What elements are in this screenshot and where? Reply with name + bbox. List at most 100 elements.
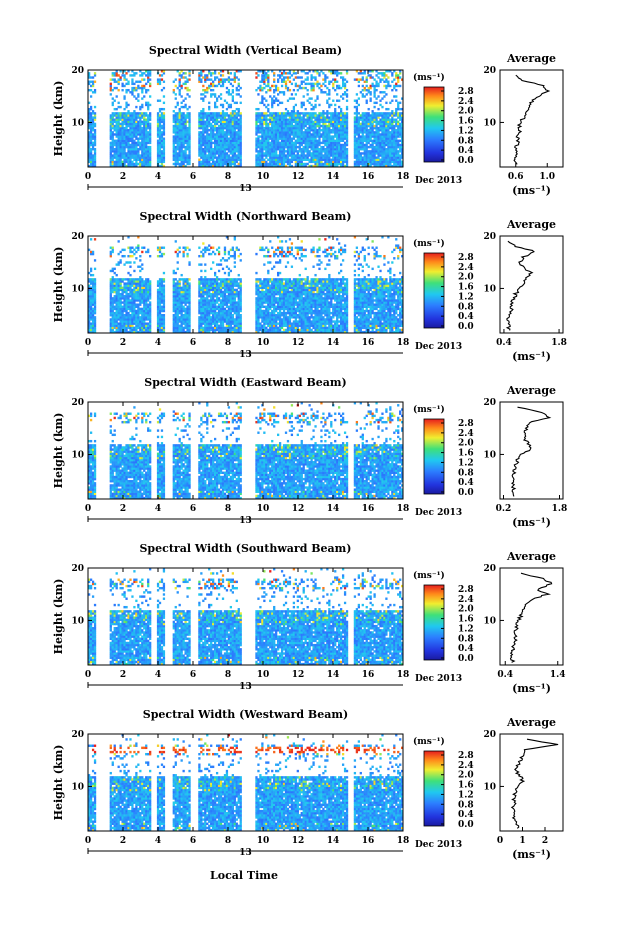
- heatmap-cell: [93, 158, 97, 161]
- heatmap-cell: [123, 248, 126, 252]
- heatmap-cell: [379, 112, 382, 115]
- heatmap-cell: [343, 145, 347, 149]
- heatmap-cell: [88, 316, 91, 319]
- heatmap-cell: [371, 129, 374, 132]
- heatmap-cell: [137, 265, 140, 268]
- heatmap-cell: [373, 78, 376, 81]
- heatmap-cell: [156, 284, 160, 287]
- heatmap-cell: [383, 164, 386, 168]
- heatmap-cell: [160, 284, 164, 287]
- heatmap-cell: [123, 78, 126, 81]
- heatmap-cell: [180, 76, 183, 79]
- heatmap-cell: [278, 70, 282, 73]
- heatmap-cell: [91, 326, 95, 330]
- heatmap-cell: [282, 129, 286, 132]
- heatmap-cell: [141, 139, 144, 142]
- heatmap-cell: [129, 320, 132, 323]
- heatmap-cell: [176, 112, 179, 115]
- heatmap-cell: [363, 122, 366, 126]
- heatmap-cell: [302, 148, 305, 151]
- profile-x-label: (ms⁻¹): [512, 184, 551, 197]
- heatmap-cell: [219, 129, 223, 132]
- heatmap-cell: [280, 152, 284, 155]
- heatmap-cell: [269, 158, 272, 161]
- heatmap-cell: [143, 290, 146, 294]
- heatmap-cell: [147, 76, 150, 79]
- heatmap-cell: [221, 162, 225, 166]
- heatmap-cell: [277, 114, 280, 117]
- heatmap-cell: [379, 135, 382, 138]
- heatmap-cell: [123, 122, 126, 126]
- heatmap-cell: [381, 158, 384, 161]
- heatmap-cell: [135, 126, 138, 130]
- heatmap-cell: [88, 324, 91, 327]
- heatmap-cell: [158, 114, 162, 117]
- heatmap-cell: [304, 148, 307, 151]
- heatmap-cell: [294, 126, 297, 130]
- heatmap-cell: [308, 150, 311, 153]
- heatmap-cell: [158, 301, 162, 304]
- heatmap-cell: [395, 88, 398, 92]
- heatmap-cell: [296, 133, 299, 136]
- heatmap-cell: [180, 133, 183, 136]
- heatmap-cell: [312, 126, 315, 130]
- heatmap-cell: [139, 307, 142, 311]
- heatmap-cell: [286, 158, 290, 161]
- heatmap-cell: [109, 303, 112, 306]
- heatmap-cell: [214, 164, 217, 168]
- heatmap-cell: [206, 78, 209, 81]
- heatmap-cell: [381, 97, 384, 100]
- heatmap-cell: [121, 137, 124, 140]
- heatmap-cell: [288, 118, 292, 121]
- heatmap-cell: [365, 114, 368, 117]
- heatmap-cell: [373, 93, 376, 96]
- heatmap-cell: [143, 137, 146, 140]
- heatmap-cell: [284, 124, 288, 128]
- heatmap-cell: [174, 318, 177, 321]
- heatmap-cell: [326, 139, 329, 142]
- heatmap-cell: [172, 116, 175, 119]
- heatmap-cell: [324, 160, 327, 164]
- heatmap-cell: [147, 78, 150, 81]
- heatmap-cell: [202, 124, 205, 128]
- heatmap-cell: [139, 137, 142, 140]
- heatmap-cell: [214, 135, 217, 138]
- heatmap-cell: [367, 116, 370, 119]
- heatmap-cell: [160, 301, 164, 304]
- heatmap-cell: [145, 152, 148, 155]
- heatmap-cell: [239, 112, 242, 115]
- heatmap-cell: [375, 131, 378, 134]
- heatmap-cell: [88, 112, 91, 115]
- heatmap-cell: [125, 305, 128, 308]
- heatmap-cell: [345, 137, 349, 140]
- heatmap-cell: [123, 137, 126, 140]
- heatmap-cell: [261, 114, 264, 117]
- heatmap-cell: [131, 124, 134, 128]
- heatmap-cell: [316, 80, 319, 83]
- heatmap-cell: [178, 72, 181, 75]
- heatmap-cell: [141, 324, 144, 327]
- heatmap-cell: [186, 141, 189, 145]
- heatmap-cell: [273, 131, 276, 134]
- heatmap-cell: [375, 143, 378, 147]
- heatmap-cell: [111, 314, 114, 317]
- heatmap-cell: [340, 76, 343, 79]
- heatmap-cell: [399, 162, 402, 166]
- heatmap-cell: [326, 131, 329, 134]
- heatmap-cell: [282, 124, 286, 128]
- heatmap-cell: [353, 78, 357, 81]
- heatmap-cell: [379, 118, 382, 121]
- heatmap-cell: [379, 129, 382, 132]
- heatmap-cell: [286, 137, 290, 140]
- heatmap-cell: [282, 70, 286, 73]
- heatmap-cell: [125, 135, 128, 138]
- heatmap-cell: [208, 135, 211, 138]
- heatmap-cell: [219, 84, 223, 88]
- heatmap-cell: [310, 160, 313, 164]
- heatmap-cell: [131, 78, 134, 81]
- heatmap-cell: [377, 158, 380, 161]
- heatmap-cell: [263, 152, 266, 155]
- heatmap-cell: [355, 122, 359, 126]
- heatmap-cell: [121, 112, 124, 115]
- heatmap-cell: [399, 148, 402, 151]
